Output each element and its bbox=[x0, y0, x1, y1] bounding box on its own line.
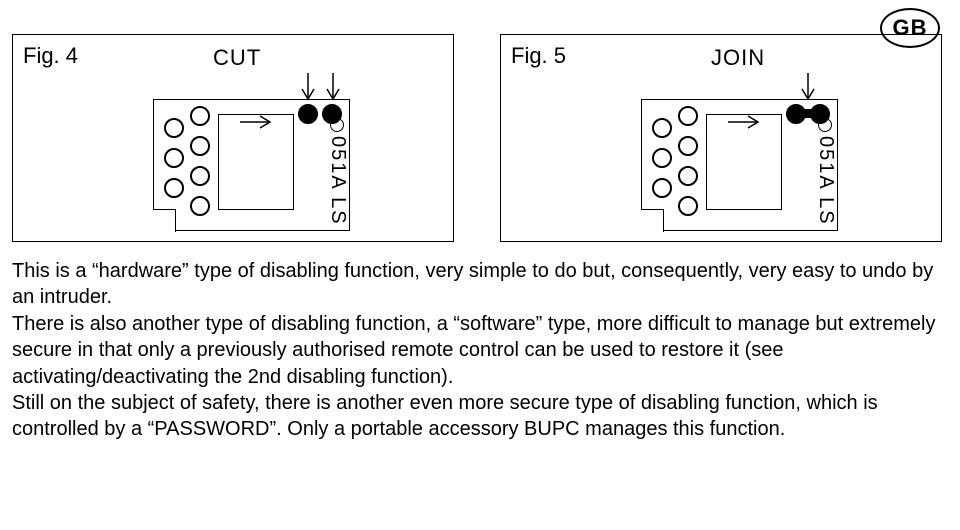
pad bbox=[164, 118, 184, 138]
figure-5-label: Fig. 5 bbox=[511, 43, 566, 69]
pad bbox=[652, 148, 672, 168]
board-notch bbox=[641, 209, 664, 232]
figure-5-title: JOIN bbox=[711, 45, 765, 71]
chip-outline bbox=[218, 114, 294, 210]
figure-4-board: 051A LS bbox=[153, 99, 350, 231]
figure-5-board: 051A LS bbox=[641, 99, 838, 231]
body-text: This is a “hardware” type of disabling f… bbox=[12, 258, 940, 443]
pad bbox=[652, 118, 672, 138]
pad bbox=[678, 166, 698, 186]
mount-hole bbox=[330, 118, 344, 132]
board-code: 051A LS bbox=[814, 136, 837, 226]
figure-4-label: Fig. 4 bbox=[23, 43, 78, 69]
pad bbox=[190, 106, 210, 126]
pad bbox=[164, 178, 184, 198]
chip-outline bbox=[706, 114, 782, 210]
solder-bridge bbox=[795, 109, 817, 118]
pad bbox=[678, 196, 698, 216]
figure-5-panel: Fig. 5 JOIN 051A LS bbox=[500, 34, 942, 242]
board-notch bbox=[153, 209, 176, 232]
paragraph-2: There is also another type of disabling … bbox=[12, 311, 940, 390]
cut-pad bbox=[298, 104, 318, 124]
figure-4-panel: Fig. 4 CUT 051A LS bbox=[12, 34, 454, 242]
mount-hole bbox=[818, 118, 832, 132]
pad bbox=[190, 136, 210, 156]
pad bbox=[164, 148, 184, 168]
board-code: 051A LS bbox=[326, 136, 349, 226]
paragraph-3: Still on the subject of safety, there is… bbox=[12, 390, 940, 443]
pad bbox=[652, 178, 672, 198]
pad bbox=[190, 196, 210, 216]
pad bbox=[678, 106, 698, 126]
pad bbox=[678, 136, 698, 156]
pad bbox=[190, 166, 210, 186]
paragraph-1: This is a “hardware” type of disabling f… bbox=[12, 258, 940, 311]
figure-4-title: CUT bbox=[213, 45, 261, 71]
